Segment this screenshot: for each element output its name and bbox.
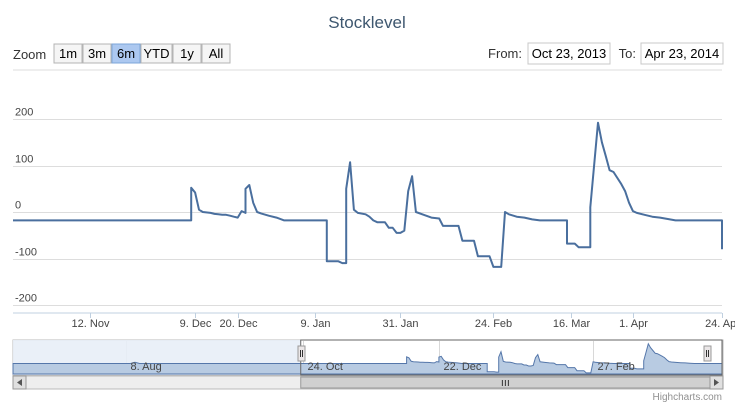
range-button-ytd[interactable]: YTD <box>140 43 173 64</box>
navigator-handle-left[interactable] <box>297 345 306 362</box>
navigator-label: 27. Feb <box>598 361 635 373</box>
y-tick-label: 100 <box>15 154 33 166</box>
range-button-1y[interactable]: 1y <box>172 43 202 64</box>
to-date-input[interactable]: Apr 23, 2014 <box>640 42 724 65</box>
x-tick-label: 1. Apr <box>619 318 648 330</box>
navigator-handle-right[interactable] <box>703 345 712 362</box>
x-tick-label: 9. Jan <box>301 318 331 330</box>
navigator[interactable]: 8. Aug 24. Oct 22. Dec 27. Feb <box>12 339 724 376</box>
x-tick-label: 9. Dec <box>180 318 212 330</box>
series-layer <box>13 121 723 268</box>
y-axis-labels: -200 -100 0 100 200 <box>15 107 37 305</box>
y-tick-label: 200 <box>15 107 33 119</box>
x-tick-label: 20. Dec <box>220 318 258 330</box>
navigator-area <box>12 342 723 375</box>
range-button-all[interactable]: All <box>201 43 231 64</box>
range-button-6m[interactable]: 6m <box>111 43 141 64</box>
range-button-label: 6m <box>117 46 135 61</box>
x-tick-label: 12. Nov <box>72 318 110 330</box>
from-date-value: Oct 23, 2013 <box>532 46 606 61</box>
triangle-right-icon <box>714 379 719 386</box>
range-button-label: 3m <box>88 46 106 61</box>
from-label: From: <box>488 46 522 61</box>
from-date-input[interactable]: Oct 23, 2013 <box>527 42 611 65</box>
y-tick-label: 0 <box>15 200 21 212</box>
credits-link[interactable]: Highcharts.com <box>653 392 722 403</box>
range-button-label: 1y <box>180 46 194 61</box>
y-grid <box>13 69 722 306</box>
scroll-left-button[interactable] <box>12 375 27 390</box>
to-date-value: Apr 23, 2014 <box>645 46 719 61</box>
range-button-3m[interactable]: 3m <box>82 43 112 64</box>
x-tick-label: 31. Jan <box>382 318 418 330</box>
range-button-label: All <box>209 46 224 61</box>
navigator-label: 24. Oct <box>308 361 343 373</box>
navigator-label: 22. Dec <box>444 361 482 373</box>
chart-title: Stocklevel <box>328 13 405 32</box>
range-button-1m[interactable]: 1m <box>53 43 83 64</box>
series-line <box>13 121 723 268</box>
scrollbar[interactable] <box>12 375 724 390</box>
grip-lines-icon <box>501 380 509 386</box>
x-tick-label: 24. Apr <box>705 318 735 330</box>
y-tick-label: -100 <box>15 247 37 259</box>
triangle-left-icon <box>17 379 22 386</box>
x-tick-label: 24. Feb <box>475 318 512 330</box>
x-tick-label: 16. Mar <box>553 318 591 330</box>
x-axis-ticks: 12. Nov 9. Dec 20. Dec 9. Jan 31. Jan 24. Feb… <box>72 313 735 330</box>
navigator-labels: 8. Aug 24. Oct 22. Dec 27. Feb <box>131 361 635 373</box>
y-tick-label: -200 <box>15 293 37 305</box>
range-buttons: 1m 3m 6m YTD 1y All <box>53 43 231 64</box>
zoom-label: Zoom <box>13 47 46 62</box>
range-button-label: 1m <box>59 46 77 61</box>
range-button-label: YTD <box>144 46 170 61</box>
scroll-right-button[interactable] <box>709 375 724 390</box>
to-label: To: <box>619 46 636 61</box>
navigator-label: 8. Aug <box>131 361 162 373</box>
